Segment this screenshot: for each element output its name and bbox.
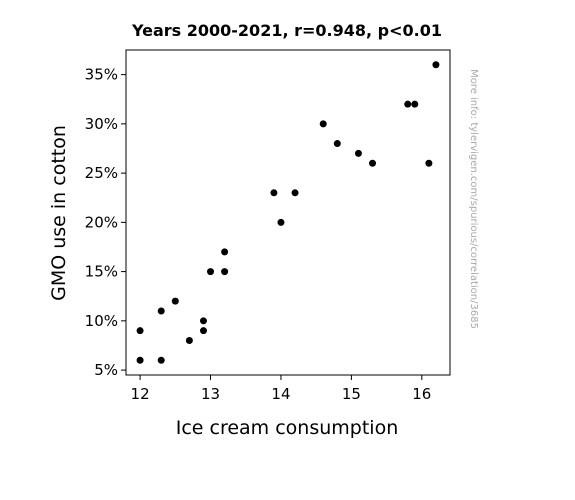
data-point — [221, 268, 229, 276]
data-point — [221, 248, 229, 256]
y-axis: 5% 10% 15% 20% 25% 30% 35% — [85, 66, 126, 379]
data-point — [291, 189, 299, 197]
data-points — [136, 61, 440, 364]
data-point — [185, 337, 193, 345]
y-tick-label: 35% — [85, 66, 118, 84]
data-point — [319, 120, 327, 128]
x-tick-label: 13 — [201, 385, 220, 403]
plot-area — [125, 49, 451, 376]
chart-title: Years 2000-2021, r=0.948, p<0.01 — [131, 21, 442, 40]
data-point — [277, 218, 285, 226]
data-point — [432, 61, 440, 69]
data-point — [136, 356, 144, 364]
y-tick-label: 30% — [85, 115, 118, 133]
y-tick-label: 5% — [94, 361, 118, 379]
data-point — [199, 327, 207, 335]
data-point — [136, 327, 144, 335]
y-tick-label: 25% — [85, 164, 118, 182]
data-point — [157, 307, 165, 315]
x-tick-label: 12 — [131, 385, 150, 403]
y-axis-label: GMO use in cotton — [48, 125, 70, 301]
data-point — [207, 268, 215, 276]
data-point — [171, 297, 179, 305]
y-tick-label: 20% — [85, 213, 118, 231]
x-tick-label: 16 — [412, 385, 431, 403]
data-point — [333, 140, 341, 148]
source-credit: More info: tylervigen.com/spurious/corre… — [468, 69, 479, 329]
x-axis: 12 13 14 15 16 — [131, 375, 431, 403]
data-point — [404, 100, 412, 108]
data-point — [157, 356, 165, 364]
y-tick-label: 15% — [85, 263, 118, 281]
data-point — [425, 159, 433, 167]
data-point — [199, 317, 207, 325]
data-point — [354, 149, 362, 157]
data-point — [411, 100, 419, 108]
data-point — [369, 159, 377, 167]
x-axis-label: Ice cream consumption — [176, 417, 399, 439]
x-tick-label: 15 — [342, 385, 361, 403]
data-point — [270, 189, 278, 197]
y-tick-label: 10% — [85, 312, 118, 330]
x-tick-label: 14 — [271, 385, 290, 403]
